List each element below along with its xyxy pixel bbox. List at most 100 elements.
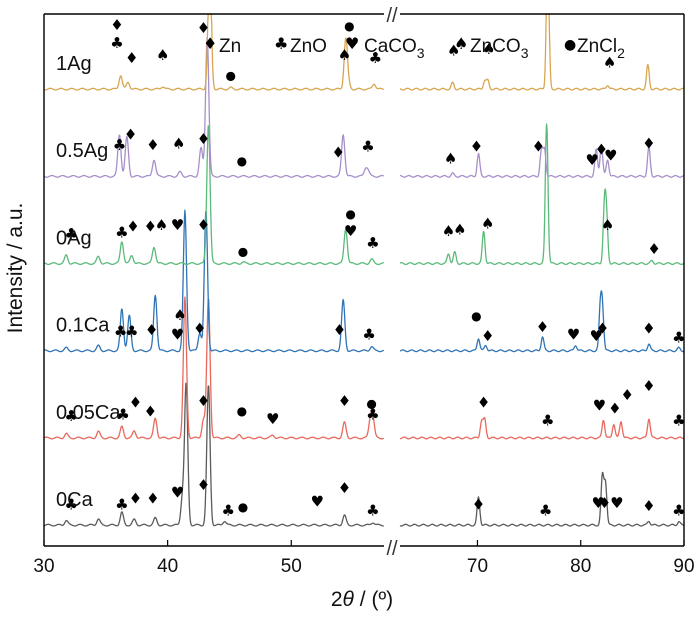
phase-marker: ♦ bbox=[596, 320, 609, 338]
phase-marker: ♦ bbox=[477, 393, 490, 411]
axes-frame: 30 40 50 70 80 90 bbox=[33, 13, 695, 577]
phase-marker: ♦ bbox=[608, 399, 621, 417]
legend-label-znco3-sub: 3 bbox=[521, 45, 529, 61]
phase-marker: ♦ bbox=[197, 19, 210, 37]
phase-marker: ♣ bbox=[115, 496, 128, 514]
legend-symbol-caco3: ♥ bbox=[345, 34, 359, 53]
legend-label-zncl2-sub: 2 bbox=[617, 45, 625, 61]
phase-marker: ♠ bbox=[447, 42, 460, 60]
phase-marker: ♣ bbox=[64, 407, 77, 425]
phase-marker: ♥ bbox=[266, 410, 279, 428]
phase-marker: ♣ bbox=[366, 405, 379, 423]
phase-marker: ♦ bbox=[126, 217, 139, 235]
phase-marker: ♦ bbox=[642, 320, 655, 338]
series-label-0Ag: 0Ag bbox=[56, 227, 92, 249]
marker-layer: ♣ ♣ ♦ ♦ ♥ ♦♣ ● ♥♦♣ ♦ ♣ ♥♦♥ ♦ ♣♣ ♣♦ ♦♦● ♥♦ ●♣♦♣♥ ♦♦ ♦♣♣♣ ♦ ♥♠… bbox=[64, 16, 685, 520]
phase-marker: ♦ bbox=[146, 136, 159, 154]
series-label-0.1Ca: 0.1Ca bbox=[56, 315, 110, 337]
phase-marker: ● bbox=[471, 309, 481, 323]
phase-marker: ● bbox=[344, 19, 354, 33]
phase-marker: ● bbox=[238, 500, 248, 514]
phase-marker: ♠ bbox=[603, 54, 616, 72]
phase-marker: ● bbox=[366, 396, 376, 410]
legend-label-caco3: CaCO3 bbox=[364, 36, 425, 61]
phase-marker: ♥ bbox=[171, 326, 184, 344]
legend-label-caco3-sub: 3 bbox=[417, 45, 425, 61]
phase-marker: ♥ bbox=[344, 222, 357, 240]
phase-marker: ♦ bbox=[642, 135, 655, 153]
phase-marker: ♦ bbox=[598, 494, 611, 512]
phase-marker: ♦ bbox=[193, 320, 206, 338]
phase-marker: ♣ bbox=[366, 234, 379, 252]
phase-marker: ♦ bbox=[595, 141, 608, 159]
phase-marker: ♦ bbox=[197, 216, 210, 234]
phase-marker: ♦ bbox=[144, 217, 157, 235]
phase-marker: ♦ bbox=[197, 130, 210, 148]
phase-marker: ♠ bbox=[481, 214, 494, 232]
phase-marker: ♣ bbox=[369, 49, 382, 67]
series-line-0.1Ca bbox=[43, 209, 685, 353]
phase-marker: ♠ bbox=[172, 135, 185, 153]
phase-marker: ♦ bbox=[642, 377, 655, 395]
phase-marker: ♥ bbox=[311, 493, 324, 511]
phase-marker: ♣ bbox=[114, 323, 127, 341]
x-axis-label: 2θ / (º) bbox=[331, 588, 393, 611]
phase-marker: ♣ bbox=[539, 502, 552, 520]
phase-marker: ♦ bbox=[481, 327, 494, 345]
phase-marker: ♥ bbox=[171, 484, 184, 502]
phase-marker: ● bbox=[237, 154, 247, 168]
phase-marker: ● bbox=[238, 244, 248, 258]
legend-label-caco3-base: CaCO bbox=[364, 36, 417, 57]
phase-marker: ♠ bbox=[155, 216, 168, 234]
x-axis-label-symbol: θ bbox=[343, 588, 355, 611]
series-layer bbox=[43, 13, 685, 527]
phase-marker: ♥ bbox=[592, 494, 605, 512]
phase-marker: ♣ bbox=[362, 326, 375, 344]
series-label-0.5Ag: 0.5Ag bbox=[56, 140, 108, 162]
legend-symbol-zncl2: ● bbox=[564, 37, 576, 53]
phase-marker: ♣ bbox=[672, 411, 685, 429]
x-tick-label-30: 30 bbox=[33, 556, 54, 577]
phase-marker: ♠ bbox=[442, 222, 455, 240]
series-label-0Ca: 0Ca bbox=[56, 489, 94, 511]
phase-marker: ♦ bbox=[145, 321, 158, 339]
x-tick-label-90: 90 bbox=[673, 556, 694, 577]
legend-label-zno: ZnO bbox=[290, 36, 327, 57]
phase-marker: ♥ bbox=[593, 396, 606, 414]
phase-marker: ♦ bbox=[129, 393, 142, 411]
phase-marker: ♣ bbox=[541, 411, 554, 429]
phase-marker: ♥ bbox=[171, 216, 184, 234]
legend-symbol-zn: ♦ bbox=[203, 34, 217, 53]
phase-marker: ♥ bbox=[589, 327, 602, 345]
phase-marker: ♠ bbox=[156, 46, 169, 64]
axis-break-top: // bbox=[386, 5, 398, 27]
phase-marker: ♦ bbox=[472, 496, 485, 514]
phase-marker: ♥ bbox=[567, 326, 580, 344]
series-label-1Ag: 1Ag bbox=[56, 53, 92, 75]
phase-marker: ♣ bbox=[125, 323, 138, 341]
x-axis-label-suffix: / (º) bbox=[354, 588, 393, 611]
phase-marker: ♣ bbox=[221, 502, 234, 520]
phase-marker: ● bbox=[237, 404, 247, 418]
x-tick-label-50: 50 bbox=[281, 556, 302, 577]
x-tick-label-40: 40 bbox=[157, 556, 178, 577]
legend-label-zncl2: ZnCl2 bbox=[577, 36, 625, 61]
phase-marker: ♦ bbox=[197, 476, 210, 494]
phase-marker: ♥ bbox=[585, 151, 598, 169]
phase-marker: ♦ bbox=[332, 144, 345, 162]
phase-marker: ♠ bbox=[482, 40, 495, 58]
x-axis-label-prefix: 2 bbox=[331, 588, 343, 611]
phase-marker: ♦ bbox=[110, 16, 123, 34]
legend-symbol-znco3: ♠ bbox=[454, 34, 468, 53]
phase-marker: ♣ bbox=[115, 223, 128, 241]
phase-marker: ● bbox=[225, 69, 235, 83]
series-label-0.05Ca: 0.05Ca bbox=[56, 402, 121, 424]
legend-label-zn: Zn bbox=[219, 36, 241, 57]
phase-marker: ♣ bbox=[361, 138, 374, 156]
phase-marker: ♦ bbox=[125, 49, 138, 67]
phase-marker: ♦ bbox=[124, 126, 137, 144]
series-line-0Ag bbox=[43, 123, 685, 266]
phase-marker: ♠ bbox=[453, 220, 466, 238]
phase-marker: ♦ bbox=[338, 392, 351, 410]
y-axis-label: Intensity / a.u. bbox=[4, 203, 27, 334]
